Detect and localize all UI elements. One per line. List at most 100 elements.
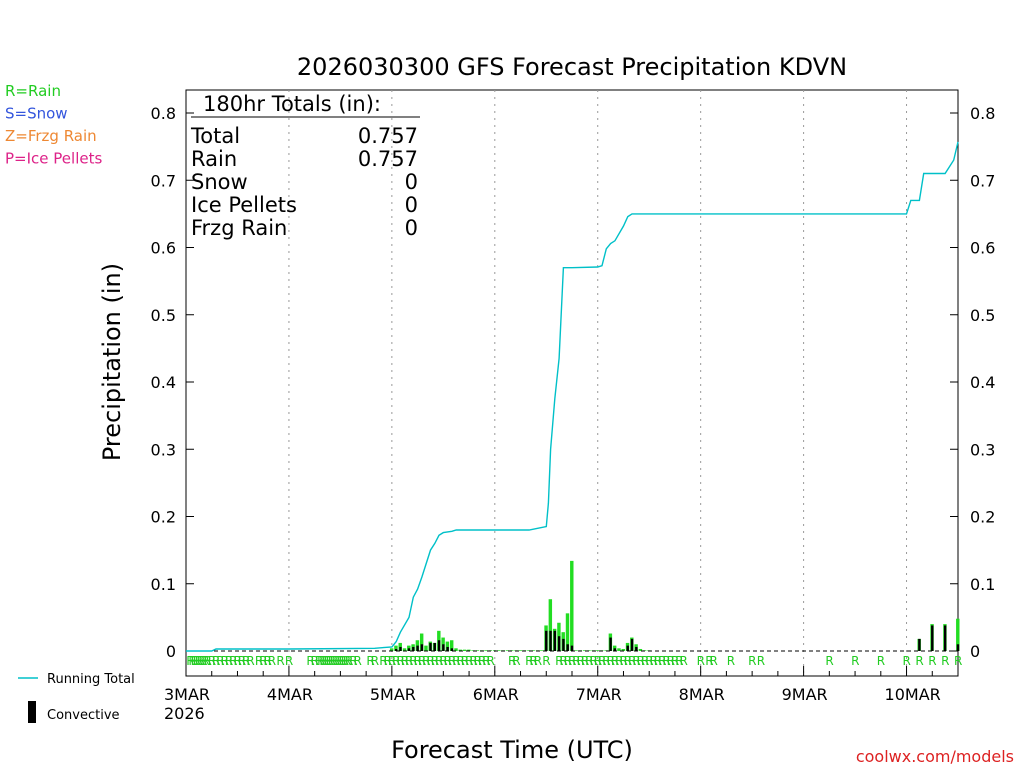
- precip-bar: [458, 649, 462, 651]
- convective-bar: [557, 636, 561, 651]
- x-tick-label: 4MAR: [267, 685, 313, 704]
- running-total-legend-label: Running Total: [47, 672, 135, 687]
- ptype-marker: R: [199, 654, 207, 668]
- y-tick-label-right: 0.6: [970, 239, 995, 258]
- ptype-marker: R: [559, 654, 567, 668]
- ptype-marker: R: [448, 654, 456, 668]
- ptype-marker: R: [435, 654, 443, 668]
- precip-bar: [484, 650, 488, 651]
- ptype-marker: R: [354, 654, 362, 668]
- ptype-marker: R: [328, 654, 336, 668]
- ptype-marker: R: [401, 654, 409, 668]
- ptype-marker: R: [384, 654, 392, 668]
- y-tick-label-right: 0.3: [970, 440, 995, 459]
- precip-bar: [419, 633, 424, 651]
- precip-bar: [402, 648, 407, 651]
- convective-bars: [394, 625, 960, 651]
- precip-bar: [595, 650, 600, 651]
- y-tick-label-right: 0: [970, 642, 980, 661]
- y-tick-label-right: 0.8: [970, 104, 995, 123]
- y-tick-label-right: 0.7: [970, 171, 995, 190]
- convective-bar: [433, 642, 436, 651]
- ptype-marker: R: [667, 654, 675, 668]
- ptype-marker: R: [444, 654, 452, 668]
- ptype-marker: R: [564, 654, 572, 668]
- ptype-marker: R: [478, 654, 486, 668]
- ptype-marker: R: [525, 654, 533, 668]
- convective-bar: [918, 638, 921, 651]
- ptype-marker: R: [195, 654, 203, 668]
- ptype-marker: R: [487, 654, 495, 668]
- ptype-marker: R: [903, 654, 911, 668]
- ptype-marker: R: [508, 654, 516, 668]
- precip-bar: [398, 642, 402, 651]
- ptype-marker: R: [757, 654, 765, 668]
- ptype-marker: R: [233, 654, 241, 668]
- ptype-marker: R: [330, 654, 338, 668]
- y-tick-label: 0.5: [151, 306, 176, 325]
- ptype-marker: R: [319, 654, 327, 668]
- ptype-marker: R: [555, 654, 563, 668]
- convective-bar: [394, 648, 398, 651]
- precip-bar: [445, 641, 450, 651]
- y-tick-label: 0.3: [151, 440, 176, 459]
- ptype-marker: R: [255, 654, 263, 668]
- ptype-marker: R: [285, 654, 293, 668]
- ptype-marker: R: [317, 654, 325, 668]
- totals-row-label: Frzg Rain: [191, 216, 287, 240]
- precip-bar: [527, 650, 531, 651]
- ptype-marker: R: [615, 654, 623, 668]
- ptype-marker: R: [928, 654, 936, 668]
- convective-legend-swatch: [28, 701, 36, 723]
- ptype-marker: R: [332, 654, 340, 668]
- ptype-marker: R: [637, 654, 645, 668]
- totals-row-label: Total: [190, 124, 240, 148]
- totals-row-label: Rain: [191, 147, 237, 171]
- ptype-marker: R: [577, 654, 585, 668]
- ptype-marker: R: [877, 654, 885, 668]
- ptype-marker: R: [392, 654, 400, 668]
- ptype-marker: R: [431, 654, 439, 668]
- precip-bar: [394, 645, 398, 651]
- ptype-marker: R: [675, 654, 683, 668]
- x-tick-label: 7MAR: [576, 685, 622, 704]
- totals-row-value: 0: [405, 193, 418, 217]
- ptype-marker: R: [388, 654, 396, 668]
- ptype-marker: R: [585, 654, 593, 668]
- ptype-marker: R: [366, 654, 374, 668]
- y-tick-label: 0.1: [151, 575, 176, 594]
- ptype-marker: R: [572, 654, 580, 668]
- ptype-marker: R: [426, 654, 434, 668]
- precip-bar: [617, 648, 621, 651]
- ptype-marker: R: [568, 654, 576, 668]
- ptype-legend-item: Z=Frzg Rain: [5, 127, 97, 145]
- ptype-marker: R: [379, 654, 387, 668]
- ptype-marker: R: [259, 654, 267, 668]
- precip-bar: [574, 650, 578, 651]
- ptype-marker: R: [216, 654, 224, 668]
- ptype-marker: R: [628, 654, 636, 668]
- convective-bar: [635, 646, 638, 651]
- ptype-marker: R: [186, 654, 194, 668]
- ptype-marker: R: [641, 654, 649, 668]
- ptype-marker: R: [414, 654, 422, 668]
- ptype-marker: R: [697, 654, 705, 668]
- y-tick-label-right: 0.5: [970, 306, 995, 325]
- ptype-marker: R: [645, 654, 653, 668]
- ptype-marker: R: [662, 654, 670, 668]
- ptype-marker: R: [594, 654, 602, 668]
- plot-area: 00.10.20.30.40.50.60.70.8 00.10.20.30.40…: [151, 89, 995, 704]
- precip-bar: [462, 649, 467, 651]
- ptype-marker: R: [482, 654, 490, 668]
- ptype-marker: R: [658, 654, 666, 668]
- ptype-marker: R: [602, 654, 610, 668]
- chart-title: 2026030300 GFS Forecast Precipitation KD…: [297, 53, 847, 81]
- y-tick-label: 0.7: [151, 171, 176, 190]
- ptype-marker: R: [229, 654, 237, 668]
- x-axis: 3MAR 4MAR 5MAR 6MAR 7MAR 8MAR 9MAR 10MAR: [164, 666, 959, 704]
- ptype-marker: R: [345, 654, 353, 668]
- ptype-marker: R: [341, 654, 349, 668]
- ptype-marker: R: [396, 654, 404, 668]
- ptype-marker: R: [336, 654, 344, 668]
